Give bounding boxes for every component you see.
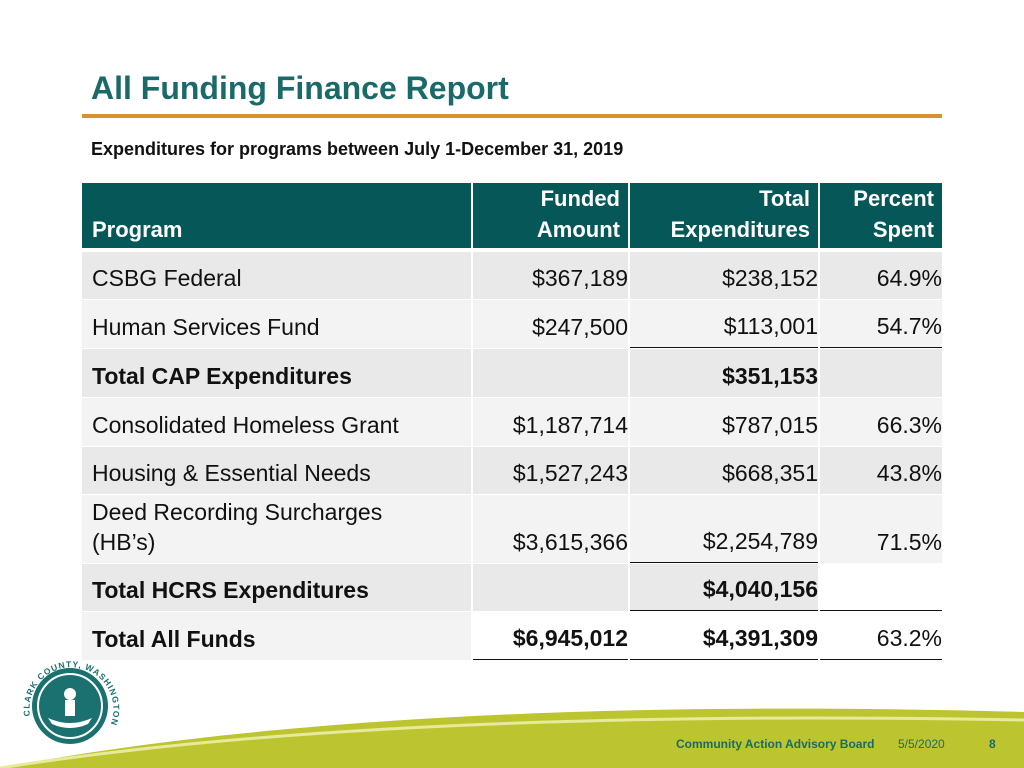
table-cell-number [820,349,942,397]
table-cell-number: 63.2% [820,612,942,660]
column-header: Program [82,183,471,248]
table-cell-program: CSBG Federal [82,252,471,299]
logo-figure-body [65,700,75,716]
table-cell-number: $3,615,366 [473,495,628,563]
logo-canoe [48,718,92,728]
table-cell-program: Deed Recording Surcharges (HB’s) [82,495,471,563]
column-header: Percent Spent [820,183,942,248]
table-cell-number: $4,391,309 [630,612,818,660]
table-cell-number: $668,351 [630,447,818,494]
logo-ring [37,673,103,739]
table-cell-number: $367,189 [473,252,628,299]
table-cell-number: $247,500 [473,300,628,348]
table-cell-number: 64.9% [820,252,942,299]
table-cell-program: Total HCRS Expenditures [82,564,471,611]
table-cell-number: $113,001 [630,300,818,348]
table-cell-number [473,349,628,397]
footer-swoosh [0,708,1024,768]
table-cell-program: Consolidated Homeless Grant [82,398,471,446]
table-cell-number: 54.7% [820,300,942,348]
table-cell-program: Housing & Essential Needs [82,447,471,494]
table-cell-number: $787,015 [630,398,818,446]
table-cell-number: $1,527,243 [473,447,628,494]
table-cell-program: Total CAP Expenditures [82,349,471,397]
logo-figure [64,688,76,700]
table-cell-number [820,564,942,611]
footer-date: 5/5/2020 [898,737,945,751]
table-cell-number: $6,945,012 [473,612,628,660]
table-cell-number: 66.3% [820,398,942,446]
table-cell-number: 43.8% [820,447,942,494]
title-rule [82,114,942,118]
table-cell-number: $4,040,156 [630,564,818,611]
table-cell-number: $238,152 [630,252,818,299]
table-cell-number: $351,153 [630,349,818,397]
subtitle: Expenditures for programs between July 1… [91,139,624,159]
footer-page: 8 [989,737,996,751]
table-cell-program: Total All Funds [82,612,471,660]
table-cell-number: $2,254,789 [630,495,818,563]
table-cell-number: 71.5% [820,495,942,563]
table-cell-number: $1,187,714 [473,398,628,446]
column-header: Total Expenditures [630,183,818,248]
footer-organization: Community Action Advisory Board [676,737,875,751]
footer-swoosh-line [0,716,1024,768]
column-header: Funded Amount [473,183,628,248]
table-cell-program: Human Services Fund [82,300,471,348]
title: All Funding Finance Report [91,70,509,106]
table-cell-number [473,564,628,611]
